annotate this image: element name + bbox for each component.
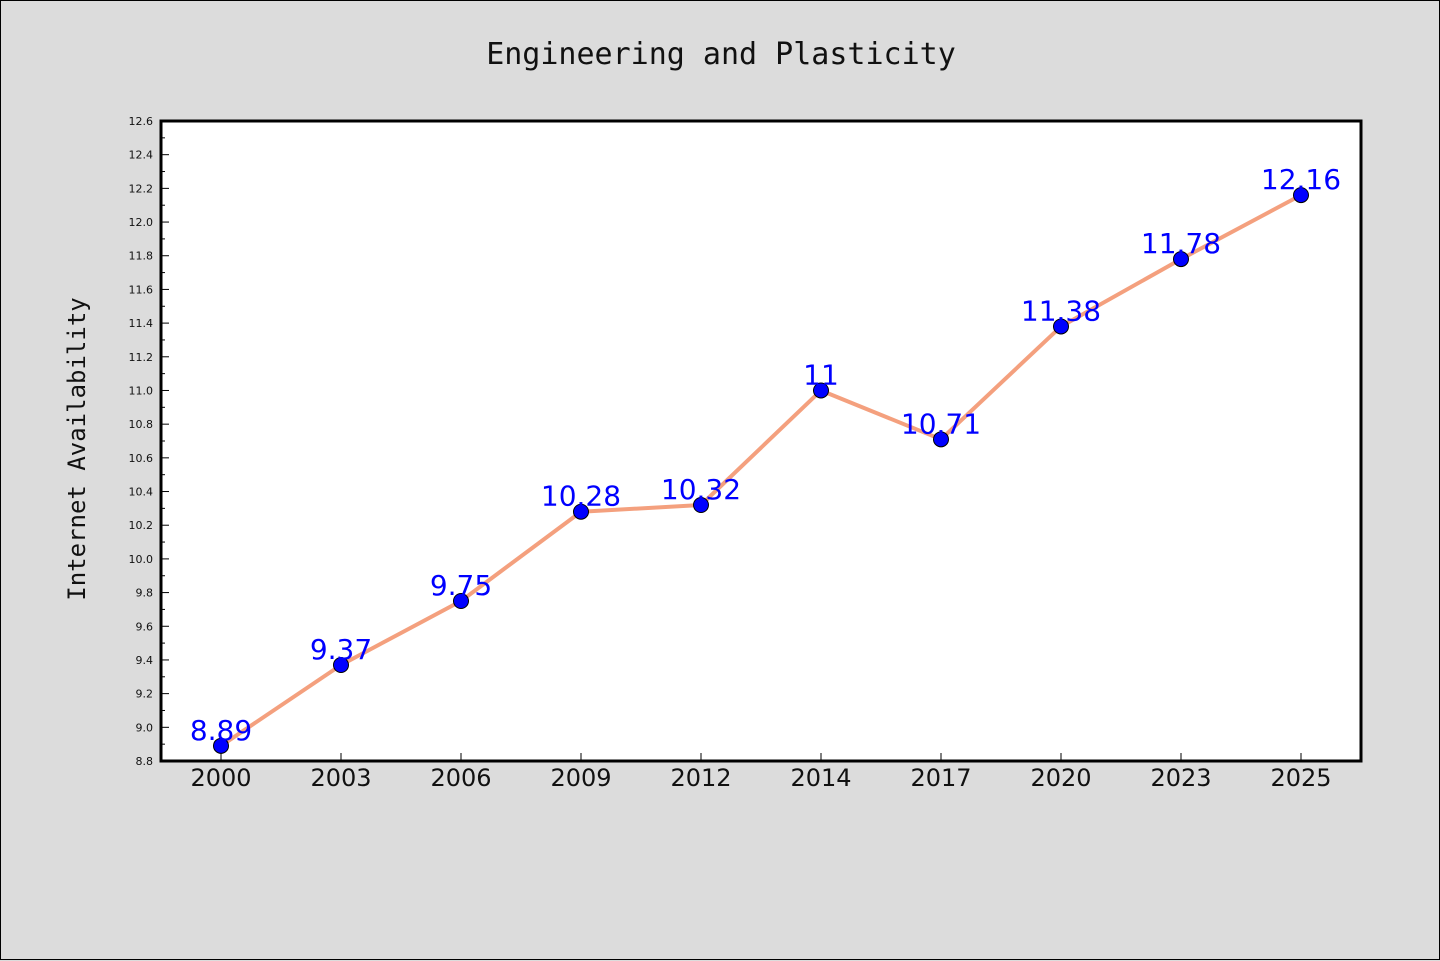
data-label: 11: [803, 358, 839, 391]
series-markers: [213, 187, 1309, 754]
data-label: 11.38: [1021, 294, 1101, 327]
data-point: [813, 382, 829, 399]
data-point: [1053, 318, 1069, 335]
data-point: [333, 657, 349, 673]
data-point: [933, 431, 949, 448]
data-label: 10.71: [901, 407, 981, 440]
y-tick-label: 8.8: [136, 755, 154, 768]
plot-border: [159, 119, 1363, 763]
y-tick-label: 11.4: [129, 317, 154, 330]
data-label: 9.37: [310, 633, 372, 666]
y-tick-label: 10.6: [129, 452, 154, 465]
y-tick-label: 10.8: [129, 418, 154, 431]
y-tick-label: 9.8: [136, 587, 154, 600]
data-label: 8.89: [190, 714, 252, 747]
x-tick-label: 2009: [550, 764, 611, 792]
y-tick-label: 12.2: [129, 182, 154, 195]
data-label: 12.16: [1261, 163, 1341, 196]
data-label: 10.28: [541, 480, 621, 513]
y-tick-label: 11.8: [129, 250, 154, 263]
y-tick-label: 9.4: [136, 654, 154, 667]
data-label: 10.32: [661, 473, 741, 506]
x-tick-label: 2020: [1030, 764, 1091, 792]
data-label: 9.75: [430, 569, 492, 602]
data-point: [213, 737, 229, 754]
y-tick-label: 10.2: [129, 519, 154, 532]
y-tick-label: 10.4: [129, 486, 154, 499]
y-tick-label: 12.4: [129, 149, 154, 162]
chart-title: Engineering and Plasticity: [486, 37, 956, 72]
x-tick-label: 2014: [790, 764, 851, 792]
y-tick-label: 9.0: [136, 721, 154, 734]
data-point: [453, 593, 469, 609]
x-tick-label: 2025: [1270, 764, 1331, 792]
series-line: [219, 193, 1302, 748]
x-tick-label: 2023: [1150, 764, 1211, 792]
x-tick-label: 2000: [190, 764, 251, 792]
x-tick-label: 2012: [670, 764, 731, 792]
data-point: [1293, 187, 1309, 204]
y-tick-label: 11.2: [129, 351, 154, 364]
y-tick-label: 10.0: [129, 553, 154, 566]
y-tick-label: 9.6: [136, 620, 154, 633]
y-axis: 8.8 9.0 9.2 9.4 9.6 9.8 10.0 10.2 10.4 10.6 10.8 11…: [129, 115, 169, 768]
data-labels: 8.89 9.37 9.75 10.28 10.32 11 10.71 11.38 11.78 1…: [190, 163, 1341, 747]
y-tick-label: 12.6: [129, 115, 154, 128]
y-tick-label: 11.0: [129, 384, 154, 397]
y-axis-label: Internet Availability: [63, 297, 91, 600]
data-label: 11.78: [1141, 227, 1221, 260]
y-tick-label: 12.0: [129, 216, 154, 229]
x-axis: 2000 2003 2006 2009 2012 2014 2017 2020 2023 2025: [190, 753, 1332, 792]
data-point: [1173, 251, 1189, 268]
y-tick-label: 9.2: [136, 688, 154, 701]
x-tick-label: 2003: [310, 764, 371, 792]
data-point: [573, 503, 589, 520]
data-point: [693, 497, 709, 513]
x-tick-label: 2017: [910, 764, 971, 792]
x-tick-label: 2006: [430, 764, 491, 792]
y-tick-label: 11.6: [129, 283, 154, 296]
